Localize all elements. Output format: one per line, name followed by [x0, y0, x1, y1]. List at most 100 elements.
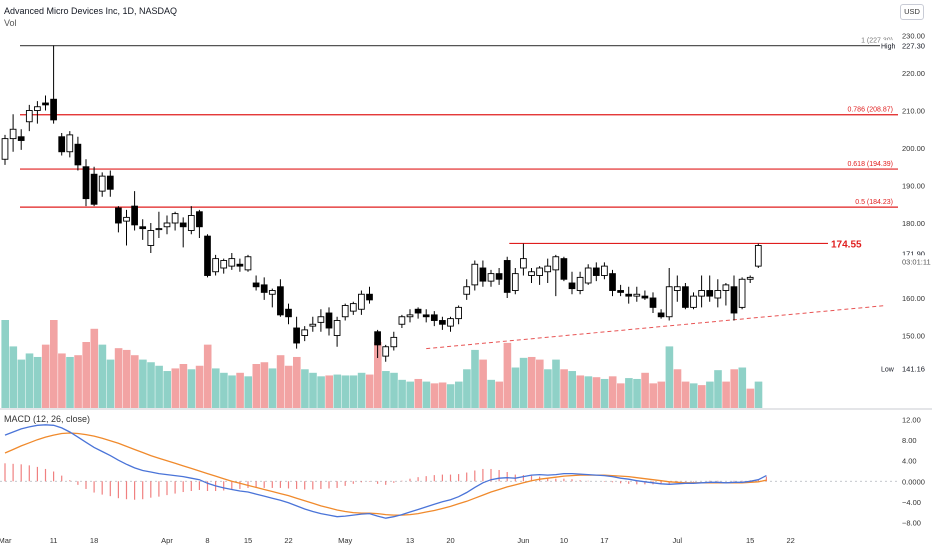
- volume-bar: [455, 381, 463, 408]
- volume-bar: [114, 348, 123, 408]
- volume-bar: [592, 377, 601, 408]
- volume-bar: [633, 378, 641, 408]
- volume-bar: [58, 353, 66, 408]
- volume-bar: [333, 374, 342, 408]
- volume-bar: [163, 371, 171, 408]
- candle-body: [285, 308, 292, 318]
- candle-body: [171, 213, 179, 224]
- volume-bar: [706, 381, 714, 408]
- volume-bar: [382, 371, 390, 408]
- volume-bar: [527, 356, 536, 408]
- volume-bar: [301, 369, 309, 408]
- candle-body: [66, 134, 74, 153]
- macd-legend-label[interactable]: MACD (12, 26, close): [4, 414, 91, 424]
- volume-bar: [25, 353, 34, 408]
- high-badge-value: 227.30: [902, 42, 925, 51]
- volume-bar: [228, 375, 236, 408]
- candle-body: [665, 286, 673, 318]
- candle-body: [738, 278, 746, 308]
- volume-bar: [722, 381, 730, 408]
- candle-body: [301, 329, 309, 336]
- volume-bar: [406, 381, 414, 408]
- candle-body: [317, 316, 325, 323]
- countdown-badge-box: [900, 255, 930, 268]
- candle-body: [341, 305, 349, 318]
- candle-body: [503, 260, 511, 293]
- candle-body: [495, 273, 503, 280]
- date-axis-label: 22: [284, 536, 292, 545]
- candle-body: [625, 293, 633, 297]
- currency-button[interactable]: USD: [900, 4, 924, 20]
- volume-bar: [179, 364, 188, 408]
- candle-body: [90, 173, 98, 205]
- candles: [1, 45, 762, 362]
- volume-bar: [511, 367, 520, 408]
- candle-body: [268, 290, 276, 295]
- volume-bar: [438, 382, 447, 408]
- candle-body: [439, 320, 446, 325]
- volume-bar: [649, 383, 657, 408]
- fib-level-label: 0.786 (208.87): [847, 107, 893, 114]
- volume-bar: [730, 369, 738, 408]
- high-badge-tag: [880, 40, 899, 52]
- date-axis-label: Apr: [161, 536, 173, 545]
- candle-body: [349, 303, 357, 312]
- volume-bar: [681, 381, 690, 408]
- candle-body: [82, 166, 90, 200]
- volume-bar: [600, 378, 609, 408]
- candle-body: [430, 314, 438, 321]
- candle-body: [9, 128, 17, 140]
- volume-bar: [608, 376, 617, 408]
- candle-body: [212, 258, 219, 273]
- macd-signal-line: [4, 432, 767, 516]
- candle-body: [147, 230, 155, 246]
- price-axis-tick-label: 190.00: [902, 182, 925, 191]
- candle-body: [204, 235, 211, 276]
- candle-body: [422, 314, 430, 318]
- candle-body: [196, 211, 203, 228]
- price-axis-tick-label: 180.00: [902, 219, 925, 228]
- candle-body: [617, 290, 624, 293]
- volume-bar: [284, 365, 293, 408]
- date-axis-label: Jun: [517, 536, 529, 545]
- candle-body: [657, 312, 665, 318]
- price-axis-tick-label: 150.00: [902, 332, 925, 341]
- candle-body: [58, 136, 66, 153]
- candle-body: [25, 110, 33, 123]
- macd-histogram: [4, 463, 768, 500]
- volume-bar: [698, 385, 706, 408]
- volume-bar: [479, 359, 487, 408]
- volume-bar: [714, 370, 722, 408]
- volume-bar: [33, 356, 42, 408]
- candle-body: [487, 273, 495, 282]
- candle-body: [463, 286, 471, 295]
- macd-axis-tick-label: −8.00: [902, 518, 921, 527]
- price-axis-tick-label: 220.00: [902, 69, 925, 78]
- trendline: [426, 305, 887, 350]
- volume-bar: [576, 375, 585, 408]
- date-axis-label: 13: [406, 536, 414, 545]
- candle-body: [633, 293, 641, 297]
- volume-bar: [374, 342, 382, 408]
- date-axis-label: 15: [244, 536, 252, 545]
- candle-body: [414, 308, 422, 314]
- low-badge-tag: [880, 363, 899, 375]
- last-badge-value: 171.90: [902, 249, 925, 258]
- volume-bar: [220, 372, 228, 408]
- volume-bar: [471, 349, 479, 408]
- candle-body: [690, 295, 697, 308]
- fib-level-label: 0.618 (194.39): [847, 161, 893, 168]
- candle-body: [682, 286, 689, 308]
- volume-bar: [41, 344, 50, 408]
- volume-bar: [430, 383, 439, 408]
- macd-axis-tick-label: 4.00: [902, 457, 917, 466]
- volume-bar: [560, 369, 568, 408]
- volume-bar: [446, 384, 455, 408]
- price-axis-tick-label: 210.00: [902, 107, 925, 116]
- volume-bar: [155, 365, 163, 408]
- candle-body: [74, 143, 82, 166]
- macd-axis-tick-label: −4.00: [902, 498, 921, 507]
- candle-body: [1, 138, 9, 160]
